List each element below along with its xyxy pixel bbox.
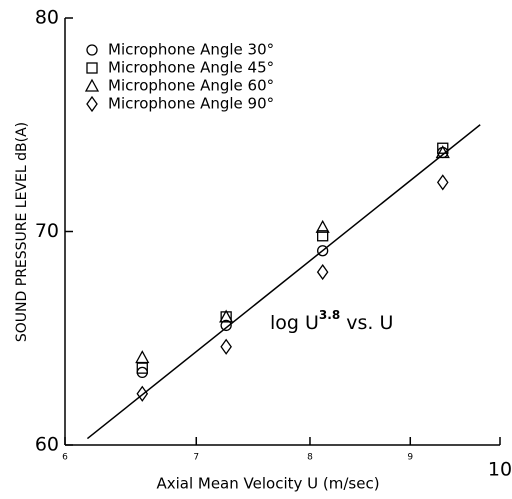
annotation: log U3.8 vs. U <box>270 308 393 334</box>
annotation-sup: 3.8 <box>319 308 340 322</box>
marker-triangle <box>135 350 150 364</box>
fit-line <box>86 124 481 440</box>
marker-square <box>437 142 449 154</box>
y-tick-label: 70 <box>35 220 59 242</box>
marker-circle <box>136 366 148 379</box>
marker-diamond <box>136 385 149 402</box>
y-axis-label: SOUND PRESSURE LEVEL dB(A) <box>14 122 30 342</box>
marker-triangle <box>84 78 100 92</box>
marker-diamond <box>220 338 232 355</box>
marker-circle <box>86 44 98 56</box>
legend-label: Microphone Angle 45° <box>108 59 274 77</box>
x-tick-label: 10 <box>488 459 512 481</box>
annotation-rest: vs. U <box>340 312 393 334</box>
marker-diamond <box>86 95 98 113</box>
annotation-base: log U <box>270 312 319 334</box>
legend-label: Microphone Angle 60° <box>108 77 274 95</box>
x-tick-label: 6 <box>62 453 68 463</box>
legend-label: Microphone Angle 90° <box>108 95 274 113</box>
x-tick-label: 9 <box>407 453 413 463</box>
marker-square <box>86 62 98 74</box>
x-tick-label: 7 <box>193 453 199 463</box>
marker-square <box>317 230 329 242</box>
marker-circle <box>220 319 232 332</box>
marker-diamond <box>316 263 329 281</box>
marker-triangle <box>315 219 330 233</box>
marker-square <box>136 362 148 374</box>
x-axis-label: Axial Mean Velocity U (m/sec) <box>156 475 379 493</box>
y-tick-label: 60 <box>35 434 59 456</box>
x-tick-label: 8 <box>307 453 313 463</box>
marker-triangle <box>219 309 234 323</box>
marker-diamond <box>436 174 449 191</box>
legend-label: Microphone Angle 30° <box>108 41 274 59</box>
marker-triangle <box>435 145 450 159</box>
y-tick-label: 80 <box>35 7 59 29</box>
marker-circle <box>317 245 329 257</box>
